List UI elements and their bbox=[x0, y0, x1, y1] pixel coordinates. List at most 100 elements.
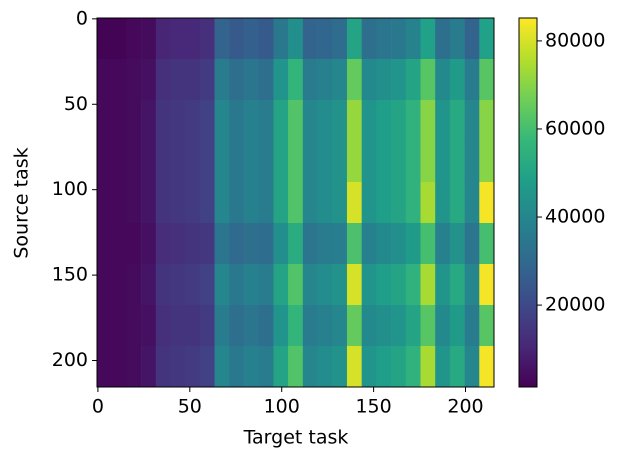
heatmap-cell bbox=[126, 182, 142, 224]
heatmap-cell bbox=[111, 223, 127, 265]
heatmap-cell bbox=[273, 182, 289, 224]
heatmap-cell bbox=[288, 305, 304, 347]
heatmap-cell bbox=[185, 223, 201, 265]
heatmap-cell bbox=[288, 59, 304, 101]
heatmap-cell bbox=[170, 18, 186, 60]
heatmap-cell bbox=[479, 223, 495, 265]
heatmap-cell bbox=[376, 59, 392, 101]
heatmap-cell bbox=[273, 141, 289, 183]
colorbar-tick-label: 80000 bbox=[545, 29, 605, 51]
heatmap-cell bbox=[229, 182, 245, 224]
y-axis-label: Source task bbox=[11, 147, 33, 258]
heatmap-cell bbox=[155, 141, 171, 183]
heatmap-cell bbox=[111, 346, 127, 388]
heatmap-cell bbox=[449, 141, 465, 183]
heatmap-cell bbox=[405, 223, 421, 265]
heatmap-cell bbox=[376, 264, 392, 306]
heatmap-cell bbox=[141, 18, 157, 60]
heatmap-cell bbox=[361, 100, 377, 142]
heatmap-cell bbox=[126, 346, 142, 388]
heatmap-cell bbox=[199, 141, 215, 183]
heatmap-cell bbox=[332, 264, 348, 306]
y-tick-label: 0 bbox=[76, 7, 88, 29]
heatmap-cell bbox=[332, 223, 348, 265]
heatmap-cell bbox=[155, 182, 171, 224]
heatmap-cell bbox=[317, 18, 333, 60]
x-tick-label: 50 bbox=[178, 396, 202, 418]
heatmap-cell bbox=[405, 59, 421, 101]
y-tick-label: 100 bbox=[52, 178, 88, 200]
heatmap-cell bbox=[435, 100, 451, 142]
heatmap-cell bbox=[185, 141, 201, 183]
heatmap-cell bbox=[332, 100, 348, 142]
heatmap-cell bbox=[464, 346, 480, 388]
heatmap-cell bbox=[111, 18, 127, 60]
heatmap-cell bbox=[346, 100, 362, 142]
heatmap-cell bbox=[391, 100, 407, 142]
heatmap-cell bbox=[391, 223, 407, 265]
heatmap-cell bbox=[332, 305, 348, 347]
heatmap-cell bbox=[361, 264, 377, 306]
heatmap-cell bbox=[464, 223, 480, 265]
heatmap-cell bbox=[464, 305, 480, 347]
heatmap-cell bbox=[185, 346, 201, 388]
heatmap-cell bbox=[376, 182, 392, 224]
heatmap-cell bbox=[111, 305, 127, 347]
heatmap-cell bbox=[479, 59, 495, 101]
heatmap-cell bbox=[170, 141, 186, 183]
heatmap-cell bbox=[361, 59, 377, 101]
heatmap-cell bbox=[155, 18, 171, 60]
heatmap-cell bbox=[361, 305, 377, 347]
heatmap-cell bbox=[317, 100, 333, 142]
heatmap-cell bbox=[464, 264, 480, 306]
heatmap-cell bbox=[155, 100, 171, 142]
heatmap-cell bbox=[302, 264, 318, 306]
heatmap-cell bbox=[302, 223, 318, 265]
heatmap-cell bbox=[405, 305, 421, 347]
heatmap-cell bbox=[199, 223, 215, 265]
heatmap-cell bbox=[214, 346, 230, 388]
colorbar-tick-label: 60000 bbox=[545, 117, 605, 139]
heatmap-cell bbox=[126, 305, 142, 347]
heatmap-cell bbox=[155, 59, 171, 101]
heatmap-cell bbox=[141, 264, 157, 306]
heatmap-cell bbox=[288, 264, 304, 306]
heatmap-cell bbox=[111, 182, 127, 224]
heatmap-cell bbox=[155, 223, 171, 265]
heatmap-cell bbox=[273, 223, 289, 265]
heatmap-cell bbox=[332, 18, 348, 60]
heatmap-cell bbox=[258, 59, 274, 101]
heatmap-cell bbox=[170, 59, 186, 101]
heatmap-cell bbox=[141, 141, 157, 183]
heatmap-cell bbox=[97, 18, 113, 60]
heatmap-cell bbox=[199, 100, 215, 142]
heatmap-cell bbox=[111, 59, 127, 101]
heatmap-cell bbox=[170, 264, 186, 306]
heatmap-cell bbox=[229, 59, 245, 101]
heatmap-cell bbox=[405, 141, 421, 183]
heatmap-cell bbox=[449, 264, 465, 306]
heatmap-cell bbox=[479, 305, 495, 347]
heatmap-cell bbox=[346, 141, 362, 183]
heatmap-cell bbox=[332, 59, 348, 101]
heatmap-cell bbox=[97, 305, 113, 347]
heatmap-cell bbox=[155, 264, 171, 306]
heatmap-cell bbox=[376, 141, 392, 183]
heatmap-cell bbox=[214, 264, 230, 306]
heatmap-cell bbox=[214, 182, 230, 224]
heatmap-cell bbox=[244, 59, 260, 101]
heatmap-cell bbox=[273, 100, 289, 142]
heatmap-cell bbox=[435, 141, 451, 183]
heatmap-cell bbox=[405, 264, 421, 306]
heatmap-cell bbox=[346, 223, 362, 265]
heatmap-cell bbox=[97, 264, 113, 306]
heatmap-cell bbox=[288, 182, 304, 224]
heatmap-cell bbox=[141, 223, 157, 265]
heatmap-cell bbox=[464, 141, 480, 183]
x-tick-label: 150 bbox=[355, 396, 391, 418]
heatmap-cell bbox=[420, 223, 436, 265]
y-tick-label: 200 bbox=[52, 349, 88, 371]
heatmap-cell bbox=[449, 305, 465, 347]
heatmap-cell bbox=[435, 346, 451, 388]
